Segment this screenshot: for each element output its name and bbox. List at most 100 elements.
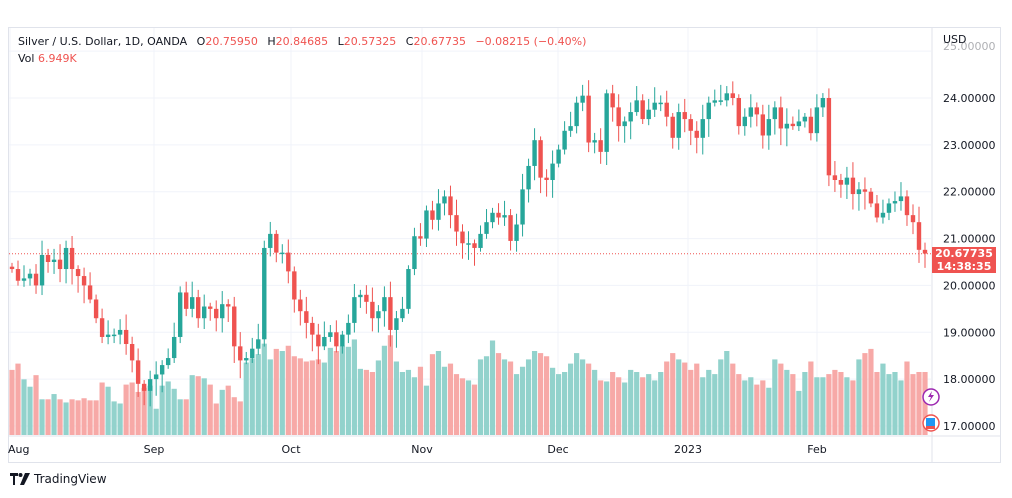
tradingview-branding[interactable]: TradingView bbox=[10, 472, 107, 486]
last-price-tag: 20.67735 14:38:35 bbox=[932, 246, 996, 273]
candle-body bbox=[874, 203, 880, 218]
candle-body bbox=[514, 224, 519, 241]
volume-bar bbox=[273, 348, 279, 435]
candle-body bbox=[850, 177, 856, 195]
candle-body bbox=[153, 374, 159, 380]
price-axis: 25.00000 24.00000 23.00000 22.00000 21.00000… bbox=[943, 40, 996, 433]
volume-bar bbox=[784, 369, 790, 435]
candle-body bbox=[604, 93, 609, 152]
volume-bar bbox=[207, 384, 213, 435]
volume-bar bbox=[399, 372, 406, 435]
candle-body bbox=[766, 119, 772, 136]
volume-bar bbox=[51, 394, 57, 435]
candle-body bbox=[910, 215, 916, 223]
candle-body bbox=[208, 306, 213, 309]
volume-bar bbox=[501, 359, 508, 435]
volume-bar bbox=[694, 363, 700, 435]
volume-bar bbox=[351, 339, 357, 435]
candle-body bbox=[15, 269, 21, 281]
low-value: 20.57325 bbox=[343, 35, 397, 48]
volume-bar bbox=[664, 361, 670, 435]
volume-bar bbox=[507, 361, 514, 435]
candle-body bbox=[652, 102, 657, 110]
volume-bar bbox=[820, 377, 826, 435]
volume-bar bbox=[790, 374, 796, 435]
volume-bar bbox=[225, 385, 231, 435]
candle-body bbox=[177, 292, 183, 337]
volume-bar bbox=[183, 399, 189, 435]
volume-bar bbox=[255, 354, 261, 435]
candle-body bbox=[796, 121, 802, 127]
volume-bar bbox=[381, 345, 388, 435]
volume-bar bbox=[519, 366, 526, 435]
candle-body bbox=[760, 114, 766, 136]
open-label: O bbox=[196, 35, 206, 48]
candle-body bbox=[346, 322, 351, 335]
candle-body bbox=[280, 252, 285, 255]
volume-bar bbox=[333, 351, 339, 435]
candle-body bbox=[448, 196, 453, 216]
candle-body bbox=[538, 140, 543, 178]
volume-bar bbox=[123, 384, 129, 435]
volume-bar bbox=[718, 359, 724, 435]
candle-body bbox=[45, 254, 51, 262]
volume-bar bbox=[562, 372, 568, 435]
volume-bar bbox=[81, 398, 87, 435]
close-value: 20.67735 bbox=[413, 35, 466, 48]
time-tick-label: Dec bbox=[547, 443, 568, 456]
candle-body bbox=[694, 130, 699, 138]
volume-bar bbox=[610, 372, 616, 435]
price-tick-label: 24.00000 bbox=[943, 92, 996, 105]
price-tick-label: 19.00000 bbox=[943, 326, 996, 339]
candle-body bbox=[742, 116, 748, 127]
candle-body bbox=[129, 344, 135, 361]
volume-bar bbox=[844, 377, 850, 435]
chart-legend: Silver / U.S. Dollar, 1D, OANDA O20.7595… bbox=[18, 33, 586, 67]
candle-body bbox=[922, 249, 928, 254]
candle-body bbox=[730, 93, 735, 98]
volume-bar bbox=[543, 356, 550, 435]
volume-bar bbox=[117, 403, 123, 435]
candle-body bbox=[57, 259, 63, 270]
volume-bar bbox=[465, 380, 472, 435]
volume-bar bbox=[21, 379, 27, 435]
currency-label[interactable]: USD bbox=[943, 33, 967, 46]
candle-body bbox=[220, 304, 225, 319]
low-label: L bbox=[337, 35, 344, 48]
volume-bar bbox=[315, 359, 321, 435]
candle-body bbox=[358, 294, 363, 298]
volume-bar bbox=[712, 374, 718, 435]
candle-body bbox=[826, 98, 832, 176]
time-tick-label: Feb bbox=[807, 443, 826, 456]
volume-bar bbox=[261, 343, 267, 435]
close-label: C bbox=[405, 35, 414, 48]
volume-bar bbox=[886, 374, 892, 435]
candle-body bbox=[69, 247, 75, 270]
symbol-title[interactable]: Silver / U.S. Dollar, 1D, OANDA bbox=[18, 35, 188, 48]
candle-body bbox=[718, 100, 723, 102]
candle-body bbox=[574, 102, 579, 127]
volume-bar bbox=[69, 399, 75, 435]
volume-bar bbox=[57, 399, 63, 435]
candle-body bbox=[382, 297, 387, 312]
volume-bar bbox=[892, 372, 898, 435]
volume-bar bbox=[393, 361, 400, 435]
volume-bar bbox=[153, 408, 159, 435]
candle-body bbox=[556, 149, 561, 164]
high-label: H bbox=[267, 35, 276, 48]
tradingview-name: TradingView bbox=[34, 472, 107, 486]
candle-body bbox=[892, 201, 898, 204]
volume-bar bbox=[87, 400, 93, 435]
vol-label[interactable]: Vol bbox=[18, 52, 35, 65]
volume-bar bbox=[700, 377, 706, 435]
volume-bar bbox=[682, 362, 688, 435]
candle-body bbox=[814, 107, 820, 134]
volume-bar bbox=[574, 353, 580, 435]
candle-body bbox=[99, 318, 105, 337]
candle-body bbox=[105, 334, 111, 337]
price-tick-label: 23.00000 bbox=[943, 139, 996, 152]
volume-bar bbox=[736, 374, 742, 435]
candle-body bbox=[286, 252, 291, 272]
volume-bar bbox=[483, 356, 490, 435]
